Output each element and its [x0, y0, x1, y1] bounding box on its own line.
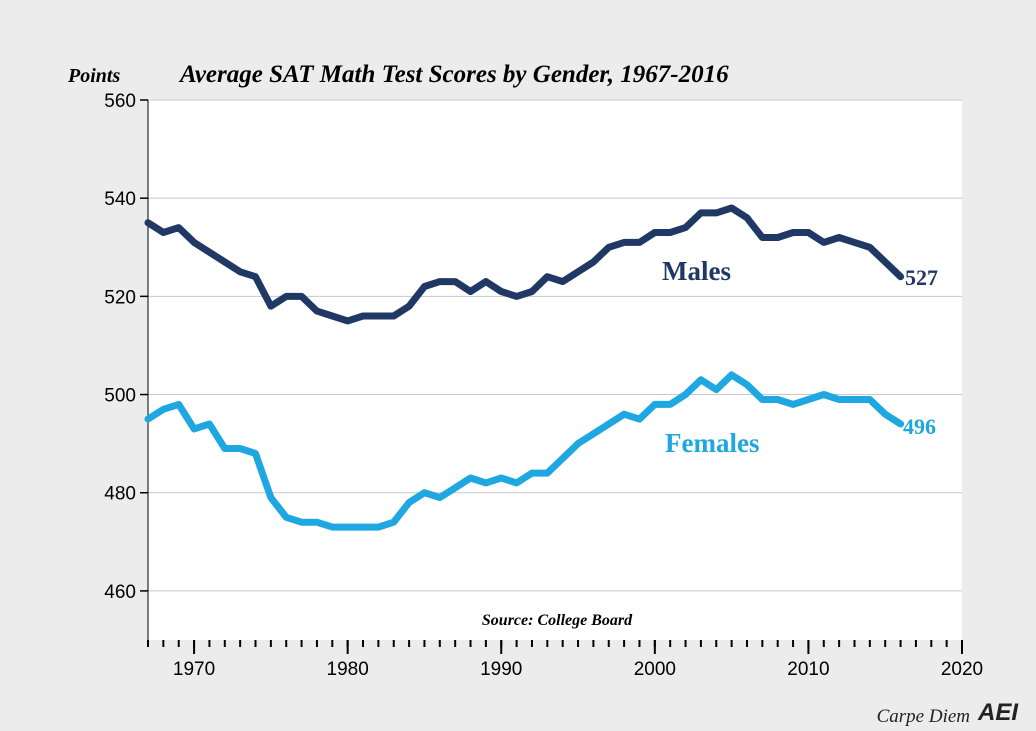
- y-tick-label: 460: [104, 582, 136, 603]
- series-line: [144, 204, 905, 325]
- y-tick-label: 500: [104, 386, 136, 407]
- source-note: Source: College Board: [482, 612, 633, 629]
- logo: AEI: [977, 699, 1019, 726]
- x-tick-label: 2000: [634, 659, 676, 680]
- x-tick-label: 1980: [327, 659, 369, 680]
- y-tick-label: 480: [104, 484, 136, 505]
- x-tick-label: 2010: [787, 659, 829, 680]
- end-label: 496: [903, 414, 936, 439]
- series-line: [144, 371, 905, 531]
- series-label: Males: [662, 256, 731, 286]
- x-tick-label: 1970: [173, 659, 215, 680]
- x-tick-label: 1990: [480, 659, 522, 680]
- chart-title: Average SAT Math Test Scores by Gender, …: [178, 61, 729, 88]
- end-label: 527: [905, 265, 938, 290]
- y-tick-label: 520: [104, 287, 136, 308]
- footer: Carpe Diem: [877, 706, 970, 727]
- y-tick-label: 540: [104, 189, 136, 210]
- x-tick-label: 2020: [941, 659, 983, 680]
- series-label: Females: [665, 428, 759, 458]
- plot-area: [148, 100, 962, 640]
- y-axis-label: Points: [67, 65, 120, 87]
- y-tick-label: 560: [104, 91, 136, 112]
